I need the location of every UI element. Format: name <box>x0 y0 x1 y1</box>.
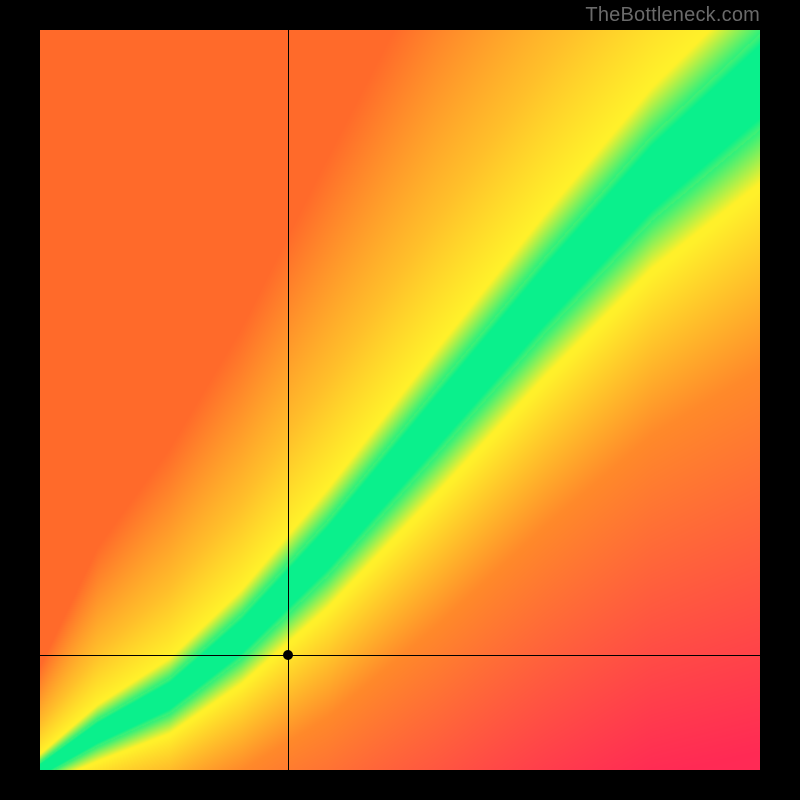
watermark-text: TheBottleneck.com <box>585 4 760 27</box>
selection-marker <box>283 650 293 660</box>
crosshair-horizontal <box>40 655 760 656</box>
bottleneck-heatmap-frame <box>40 30 760 770</box>
bottleneck-heatmap <box>40 30 760 770</box>
